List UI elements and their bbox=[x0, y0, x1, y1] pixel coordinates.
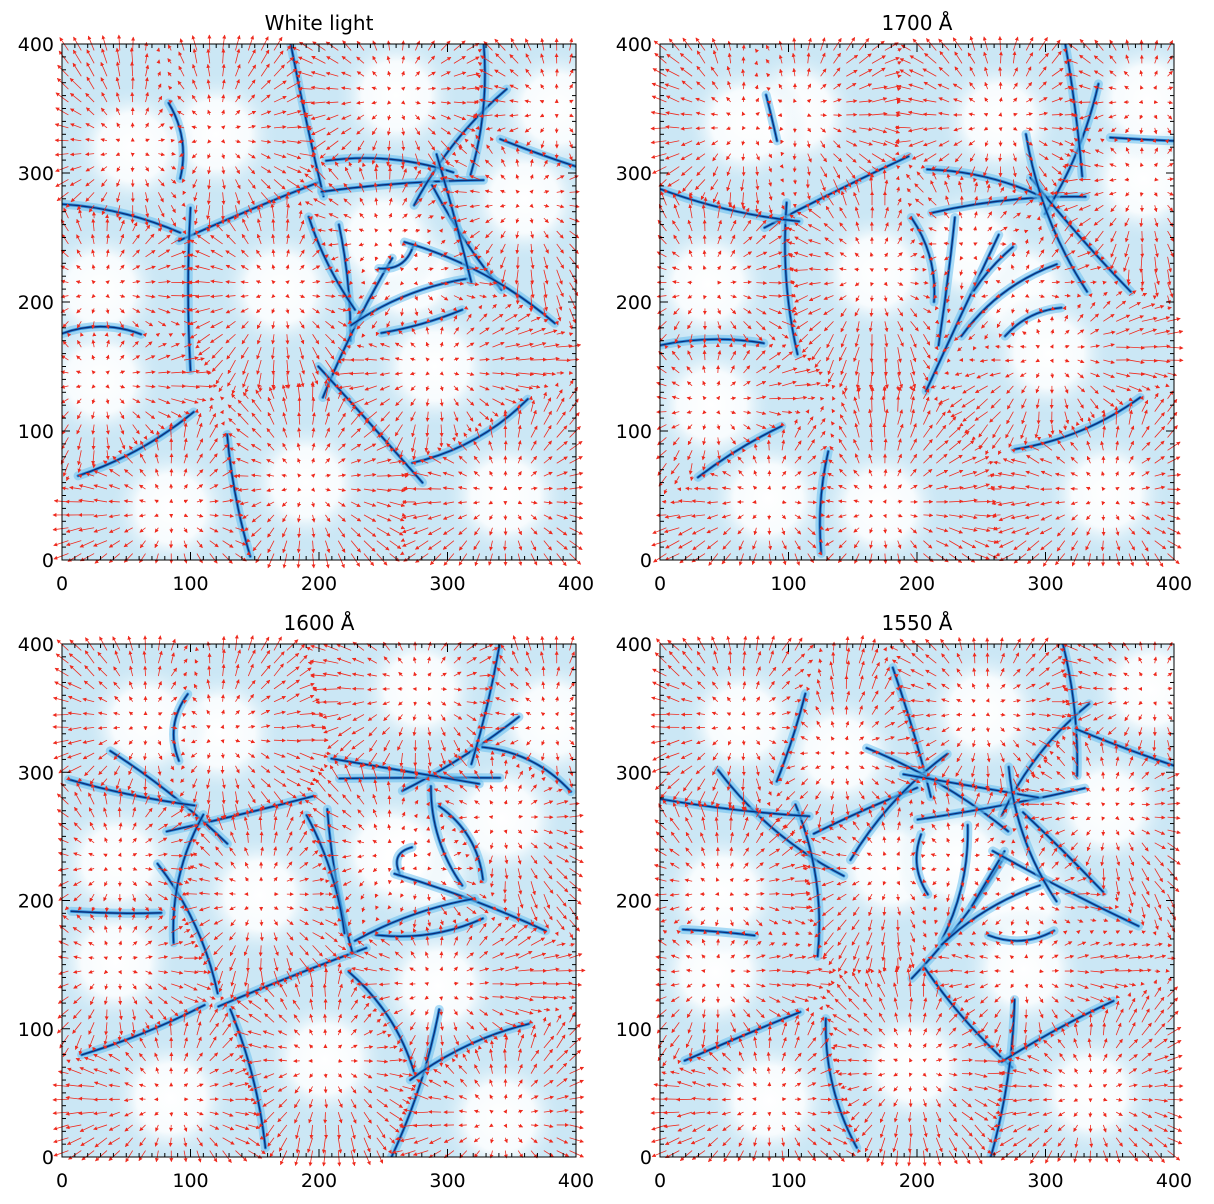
cell-centre-8 bbox=[1044, 431, 1169, 556]
vector-arrow bbox=[259, 831, 264, 843]
y-tick-label: 0 bbox=[42, 550, 54, 572]
vector-arrow bbox=[515, 256, 520, 270]
vector-arrow bbox=[971, 293, 976, 298]
vector-arrow bbox=[543, 1007, 551, 1012]
x-tick-label: 200 bbox=[301, 573, 337, 595]
vector-arrow bbox=[503, 894, 508, 904]
vector-arrow bbox=[80, 332, 84, 337]
x-tick-label: 400 bbox=[558, 573, 594, 595]
vector-arrow bbox=[1154, 177, 1159, 182]
vector-arrow bbox=[439, 996, 444, 1001]
vector-arrow bbox=[209, 981, 215, 986]
vector-arrow bbox=[542, 151, 547, 157]
cell-centre-8 bbox=[443, 433, 568, 558]
vector-arrow bbox=[445, 190, 454, 195]
vector-arrow bbox=[992, 513, 1001, 518]
vector-arrow bbox=[528, 395, 533, 401]
intensity-field bbox=[62, 644, 576, 1157]
cell-centre-8 bbox=[438, 1055, 563, 1157]
cell-centre-13 bbox=[660, 222, 771, 347]
vector-arrow bbox=[474, 99, 480, 104]
x-tick-label: 100 bbox=[172, 573, 208, 595]
panel-2: 0 100 200 300 400 0 100 200 300 400 1700 Å bbox=[616, 11, 1192, 595]
y-tick-label: 400 bbox=[18, 34, 54, 56]
vector-arrow bbox=[488, 815, 494, 820]
x-tick-label: 100 bbox=[770, 573, 806, 595]
vector-arrow bbox=[1051, 112, 1064, 117]
vector-arrow bbox=[1139, 39, 1144, 51]
panel-1: 0 100 200 300 400 0 100 200 300 400 White light bbox=[18, 11, 594, 595]
y-tick-label: 300 bbox=[18, 163, 54, 185]
cell-centre-3 bbox=[244, 420, 369, 545]
cell-centre-4 bbox=[937, 57, 1062, 182]
y-tick-label: 400 bbox=[616, 34, 652, 56]
vector-arrow bbox=[987, 499, 997, 504]
x-tick-label: 200 bbox=[899, 573, 935, 595]
vector-arrow bbox=[259, 919, 264, 927]
y-tick-label: 300 bbox=[616, 163, 652, 185]
vector-arrow bbox=[702, 334, 707, 344]
vector-arrow bbox=[807, 500, 817, 505]
vector-arrow bbox=[528, 1019, 534, 1024]
vector-arrow bbox=[959, 282, 964, 290]
y-tick-label: 100 bbox=[616, 421, 652, 443]
cell-centre-10 bbox=[494, 46, 576, 171]
vector-arrow bbox=[1070, 486, 1078, 491]
vector-arrow bbox=[138, 1097, 146, 1102]
y-tick-label: 200 bbox=[18, 292, 54, 314]
vector-arrow bbox=[1165, 383, 1170, 388]
vector-arrow bbox=[883, 527, 888, 534]
cell-centre-4 bbox=[334, 44, 459, 158]
y-tick-label: 200 bbox=[616, 292, 652, 314]
vector-arrow bbox=[923, 280, 929, 285]
y-tick-label: 100 bbox=[18, 421, 54, 443]
vector-arrow bbox=[1049, 202, 1054, 208]
vector-arrow bbox=[458, 1123, 467, 1128]
vector-arrow bbox=[194, 408, 199, 414]
vector-arrow bbox=[312, 151, 317, 156]
x-tick-label: 0 bbox=[654, 573, 666, 595]
vector-arrow bbox=[295, 74, 301, 79]
vector-arrow bbox=[245, 958, 250, 972]
vector-arrow bbox=[118, 925, 123, 933]
vector-arrow bbox=[792, 166, 797, 173]
vector-arrow bbox=[1077, 293, 1082, 298]
vector-arrow bbox=[402, 461, 407, 466]
cell-centre-3 bbox=[819, 444, 944, 560]
vector-arrow bbox=[1124, 177, 1130, 182]
vector-arrow bbox=[529, 149, 534, 154]
vector-arrow bbox=[187, 280, 197, 285]
x-tick-label: 0 bbox=[56, 573, 68, 595]
vector-arrow bbox=[387, 867, 392, 873]
x-tick-label: 400 bbox=[1156, 573, 1192, 595]
x-tick-label: 300 bbox=[429, 573, 465, 595]
vector-arrow bbox=[388, 166, 393, 180]
vector-arrow bbox=[741, 205, 746, 211]
cell-centre-9 bbox=[70, 85, 195, 210]
vector-arrow bbox=[325, 879, 330, 884]
vector-arrow bbox=[156, 47, 161, 52]
y-tick-label: 0 bbox=[640, 550, 652, 572]
vector-arrow bbox=[402, 473, 409, 478]
panel-title: 1700 Å bbox=[882, 11, 953, 35]
vector-arrow bbox=[766, 100, 772, 105]
vector-arrow bbox=[805, 203, 810, 209]
vector-arrow bbox=[998, 127, 1003, 132]
vector-arrow bbox=[756, 281, 768, 286]
x-tick-label: 300 bbox=[1027, 573, 1063, 595]
vector-arrow bbox=[869, 347, 874, 363]
cell-centre-9 bbox=[684, 61, 809, 186]
cell-centre-9 bbox=[84, 660, 209, 785]
vector-arrow bbox=[998, 112, 1003, 117]
cell-centre-11 bbox=[109, 446, 234, 560]
panel-title: White light bbox=[265, 11, 374, 35]
